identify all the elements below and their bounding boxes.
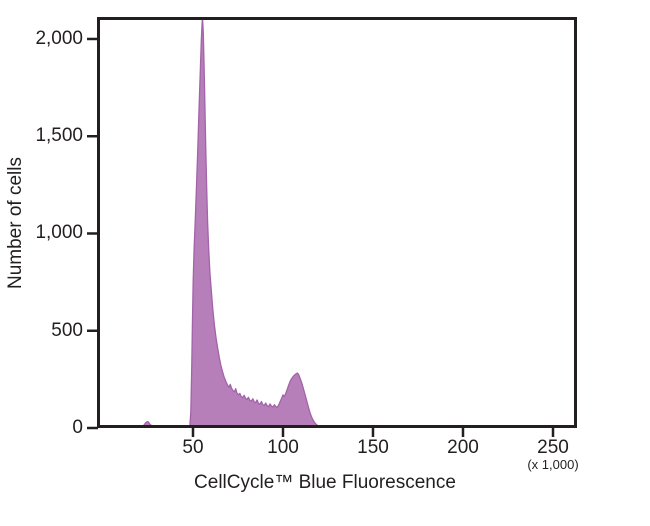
plot-border: [97, 17, 577, 428]
y-tick-label-2,000: 2,000: [35, 27, 83, 49]
y-tick-label-1,000: 1,000: [35, 222, 83, 244]
x-tick-label-200: 200: [447, 437, 479, 458]
x-tick-label-250: 250: [537, 437, 569, 458]
histogram-area: [102, 18, 327, 428]
y-axis-title: Number of cells: [5, 157, 26, 289]
x-axis-ticks: [191, 427, 555, 437]
x-tick-label-100: 100: [267, 437, 299, 458]
y-axis-ticks: [87, 37, 98, 430]
y-tick-label-1,500: 1,500: [35, 125, 83, 147]
y-tick-label-500: 500: [51, 319, 83, 341]
x-tick-label-150: 150: [357, 437, 389, 458]
x-axis-multiplier-label: (x 1,000): [527, 457, 579, 472]
y-tick-label-0: 0: [72, 417, 83, 438]
x-tick-label-50: 50: [182, 437, 204, 458]
x-axis-title: CellCycle™ Blue Fluorescence: [194, 472, 456, 493]
